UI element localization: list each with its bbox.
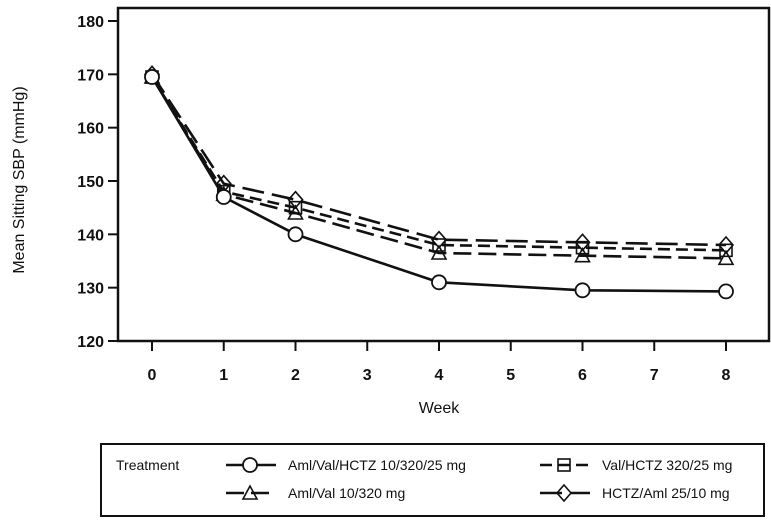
x-axis-title: Week	[419, 400, 461, 417]
data-point-circle	[574, 282, 591, 299]
series-square	[145, 70, 733, 258]
data-point-triangle	[430, 244, 448, 260]
x-tick-label: 7	[650, 367, 659, 384]
data-point-circle	[144, 69, 160, 85]
y-axis-title: Mean Sitting SBP (mmHg)	[11, 86, 28, 273]
legend-label: HCTZ/Aml 25/10 mg	[602, 485, 730, 501]
x-tick-label: 0	[148, 367, 157, 384]
legend-marker-square	[557, 458, 571, 472]
y-tick-label: 150	[77, 174, 104, 191]
x-tick-label: 5	[506, 367, 515, 384]
legend-item: Aml/Val 10/320 mg	[226, 484, 405, 501]
x-tick-label: 1	[219, 367, 228, 384]
plot-frame	[116, 6, 771, 343]
x-tick-label: 8	[722, 367, 731, 384]
y-tick-label: 140	[77, 227, 104, 244]
data-point-circle	[215, 189, 232, 205]
y-tick-label: 130	[77, 281, 104, 298]
legend: Treatment Aml/Val/HCTZ 10/320/25 mg Val/H…	[100, 443, 765, 517]
data-point-square	[575, 240, 590, 255]
legend-frame	[100, 443, 765, 517]
legend-label: Aml/Val 10/320 mg	[288, 485, 405, 501]
legend-label: Val/HCTZ 320/25 mg	[602, 457, 732, 473]
data-point-circle	[718, 283, 734, 300]
series-triangle	[143, 68, 735, 266]
legend-label: Aml/Val/HCTZ 10/320/25 mg	[288, 457, 466, 473]
legend-item: HCTZ/Aml 25/10 mg	[540, 483, 730, 503]
data-point-triangle	[287, 204, 304, 220]
x-tick-label: 2	[291, 367, 300, 384]
y-tick-label: 120	[77, 334, 104, 351]
data-point-square	[288, 200, 303, 215]
series-line	[150, 76, 727, 252]
data-point-triangle	[717, 249, 735, 266]
x-tick-label: 4	[435, 367, 444, 384]
data-point-circle	[287, 226, 304, 243]
series-line	[150, 76, 727, 293]
data-point-triangle	[574, 246, 591, 263]
legend-title: Treatment	[116, 457, 179, 473]
series-diamond	[143, 65, 735, 255]
x-tick-label: 6	[578, 367, 587, 384]
x-tick-label: 3	[363, 367, 372, 384]
data-point-square	[719, 243, 733, 258]
data-point-square	[432, 238, 446, 252]
x-axis: 0 1 2 3 4 5 6 7 8	[148, 341, 731, 384]
legend-marker-diamond	[555, 483, 573, 503]
legend-item: Aml/Val/HCTZ 10/320/25 mg	[226, 457, 466, 473]
y-tick-label: 180	[77, 14, 104, 31]
legend-marker-circle	[242, 457, 258, 473]
series-circle	[144, 69, 734, 300]
data-point-circle	[431, 274, 447, 291]
y-tick-label: 160	[77, 121, 104, 138]
series-layer	[143, 65, 735, 300]
y-axis: 120 130 140 150 160 170 180	[77, 14, 118, 351]
series-line	[150, 73, 727, 247]
y-tick-label: 170	[77, 67, 104, 84]
legend-item: Val/HCTZ 320/25 mg	[540, 457, 732, 473]
legend-marker-triangle	[241, 484, 259, 500]
